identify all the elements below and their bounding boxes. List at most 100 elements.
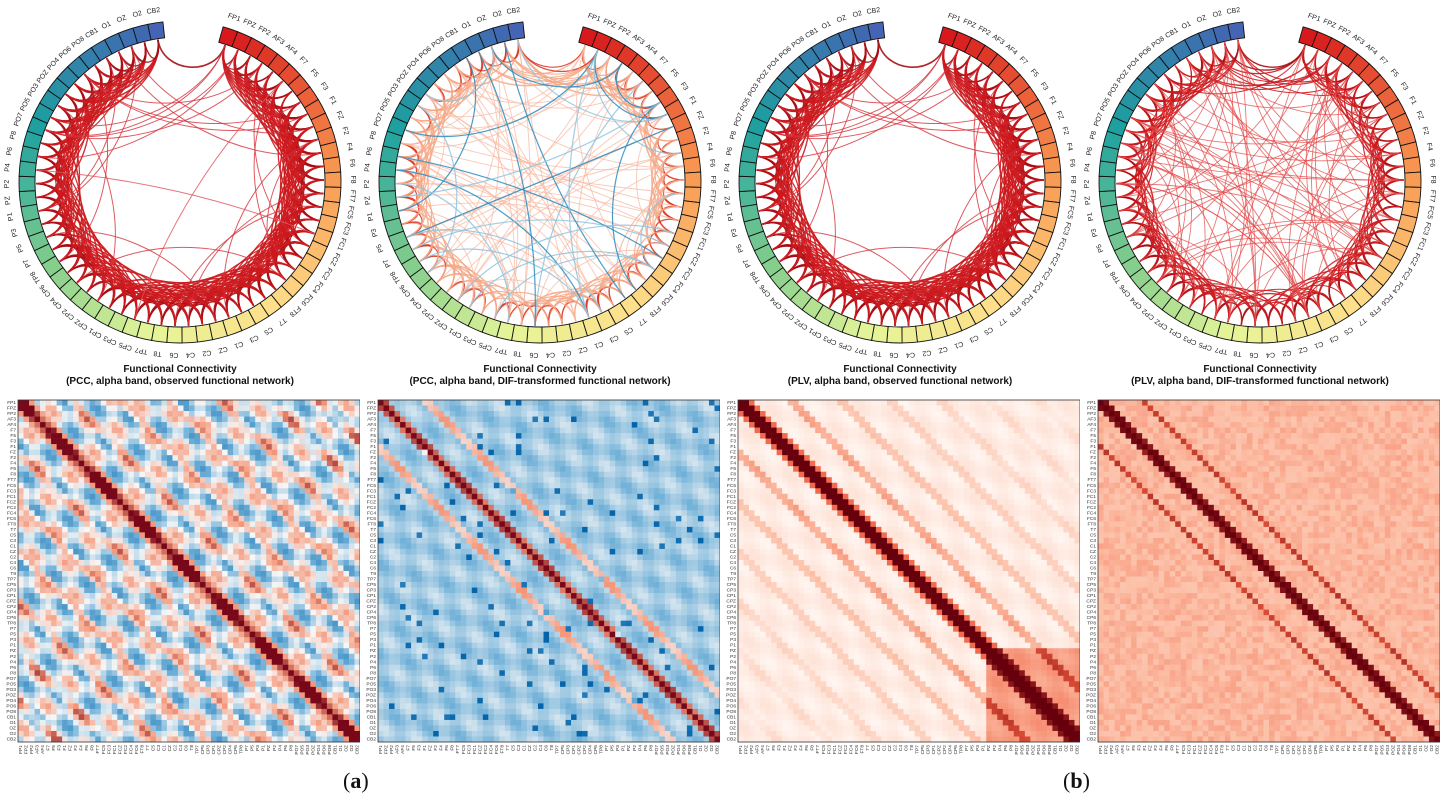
matrix-cell bbox=[332, 620, 339, 627]
matrix-cell bbox=[205, 416, 212, 423]
matrix-cell bbox=[277, 576, 284, 583]
matrix-cell bbox=[282, 571, 289, 577]
connection-edge bbox=[412, 219, 670, 251]
matrix-cell bbox=[51, 681, 57, 688]
matrix-cell bbox=[244, 482, 250, 489]
matrix-cell bbox=[222, 675, 228, 682]
matrix-cell bbox=[106, 598, 113, 605]
connection-edge bbox=[517, 39, 668, 123]
matrix-cell bbox=[56, 405, 63, 412]
matrix-cell bbox=[122, 681, 129, 688]
matrix-cell bbox=[139, 466, 146, 473]
matrix-cell bbox=[249, 653, 256, 660]
matrix-cell bbox=[23, 631, 30, 638]
matrix-cell bbox=[84, 604, 91, 610]
matrix-cell bbox=[493, 400, 500, 406]
matrix-cell bbox=[23, 604, 30, 610]
matrix-cell bbox=[62, 455, 68, 461]
matrix-cell bbox=[238, 449, 245, 456]
matrix-cell bbox=[315, 405, 322, 412]
matrix-cell bbox=[194, 565, 201, 572]
matrix-cell bbox=[326, 466, 333, 473]
matrix-cell bbox=[277, 631, 284, 638]
row-label: CP6 bbox=[7, 615, 17, 621]
matrix-cell bbox=[299, 593, 306, 599]
matrix-cell bbox=[29, 664, 35, 671]
matrix-cell bbox=[18, 504, 24, 511]
matrix-cell bbox=[238, 620, 245, 627]
matrix-cell bbox=[117, 708, 124, 715]
matrix-cell bbox=[139, 510, 146, 517]
matrix-cell bbox=[161, 559, 168, 566]
matrix-cell bbox=[172, 438, 179, 445]
matrix-cell bbox=[166, 637, 173, 644]
matrix-cell bbox=[73, 554, 79, 561]
matrix-cell bbox=[106, 653, 113, 660]
matrix-cell bbox=[62, 504, 68, 511]
matrix-cell bbox=[288, 493, 295, 500]
matrix-cell bbox=[310, 571, 317, 577]
matrix-cell bbox=[293, 582, 300, 588]
matrix-cell bbox=[321, 438, 328, 445]
matrix-cell bbox=[122, 477, 129, 484]
matrix-cell bbox=[122, 648, 129, 655]
matrix-cell bbox=[95, 466, 102, 473]
row-label: AF4 bbox=[7, 422, 16, 428]
matrix-cell bbox=[95, 532, 102, 539]
matrix-cell bbox=[144, 482, 151, 489]
matrix-cell bbox=[150, 405, 157, 412]
matrix-cell bbox=[194, 466, 201, 473]
matrix-cell bbox=[249, 675, 256, 682]
matrix-cell bbox=[84, 565, 91, 572]
matrix-cell bbox=[299, 515, 306, 522]
matrix-cell bbox=[122, 493, 129, 500]
matrix-cell bbox=[238, 438, 245, 445]
matrix-cell bbox=[238, 659, 245, 666]
matrix-cell bbox=[326, 571, 333, 577]
matrix-cell bbox=[122, 675, 129, 682]
matrix-cell bbox=[23, 427, 30, 434]
matrix-cell bbox=[172, 593, 179, 599]
matrix-cell bbox=[40, 554, 46, 561]
matrix-cell bbox=[277, 642, 284, 649]
matrix-cell bbox=[216, 620, 223, 627]
matrix-cell bbox=[62, 427, 68, 434]
matrix-cell bbox=[23, 526, 30, 533]
matrix-cell bbox=[244, 499, 250, 506]
matrix-cell bbox=[337, 411, 344, 417]
matrix-cell bbox=[100, 637, 107, 644]
matrix-cell bbox=[95, 515, 102, 522]
matrix-cell bbox=[348, 444, 355, 450]
matrix-cell bbox=[34, 477, 41, 484]
matrix-cell bbox=[172, 736, 179, 743]
matrix-cell bbox=[332, 653, 339, 660]
matrix-cell bbox=[45, 493, 52, 500]
matrix-cell bbox=[282, 510, 289, 517]
matrix-cell bbox=[161, 692, 168, 699]
matrix-cell bbox=[89, 543, 96, 550]
matrix-cell bbox=[354, 543, 360, 550]
connection-edge bbox=[253, 80, 295, 270]
matrix-cell bbox=[293, 438, 300, 445]
matrix-cell bbox=[354, 587, 360, 594]
row-label: F1 bbox=[10, 444, 16, 450]
matrix-cell bbox=[133, 548, 140, 555]
matrix-cell bbox=[73, 416, 79, 423]
matrix-cell bbox=[337, 449, 344, 456]
matrix-cell bbox=[266, 626, 273, 632]
matrix-cell bbox=[100, 626, 107, 632]
matrix-cell bbox=[343, 692, 350, 699]
matrix-cell bbox=[144, 730, 151, 737]
matrix-cell bbox=[29, 615, 35, 621]
matrix-cell bbox=[321, 582, 328, 588]
matrix-cell bbox=[106, 692, 113, 699]
matrix-cell bbox=[18, 554, 24, 561]
matrix-cell bbox=[205, 433, 212, 439]
matrix-cell bbox=[95, 648, 102, 655]
matrix-cell bbox=[337, 664, 344, 671]
matrix-cell bbox=[321, 653, 328, 660]
matrix-cell bbox=[282, 686, 289, 693]
matrix-cell bbox=[299, 438, 306, 445]
matrix-cell bbox=[266, 648, 273, 655]
matrix-cell bbox=[89, 493, 96, 500]
